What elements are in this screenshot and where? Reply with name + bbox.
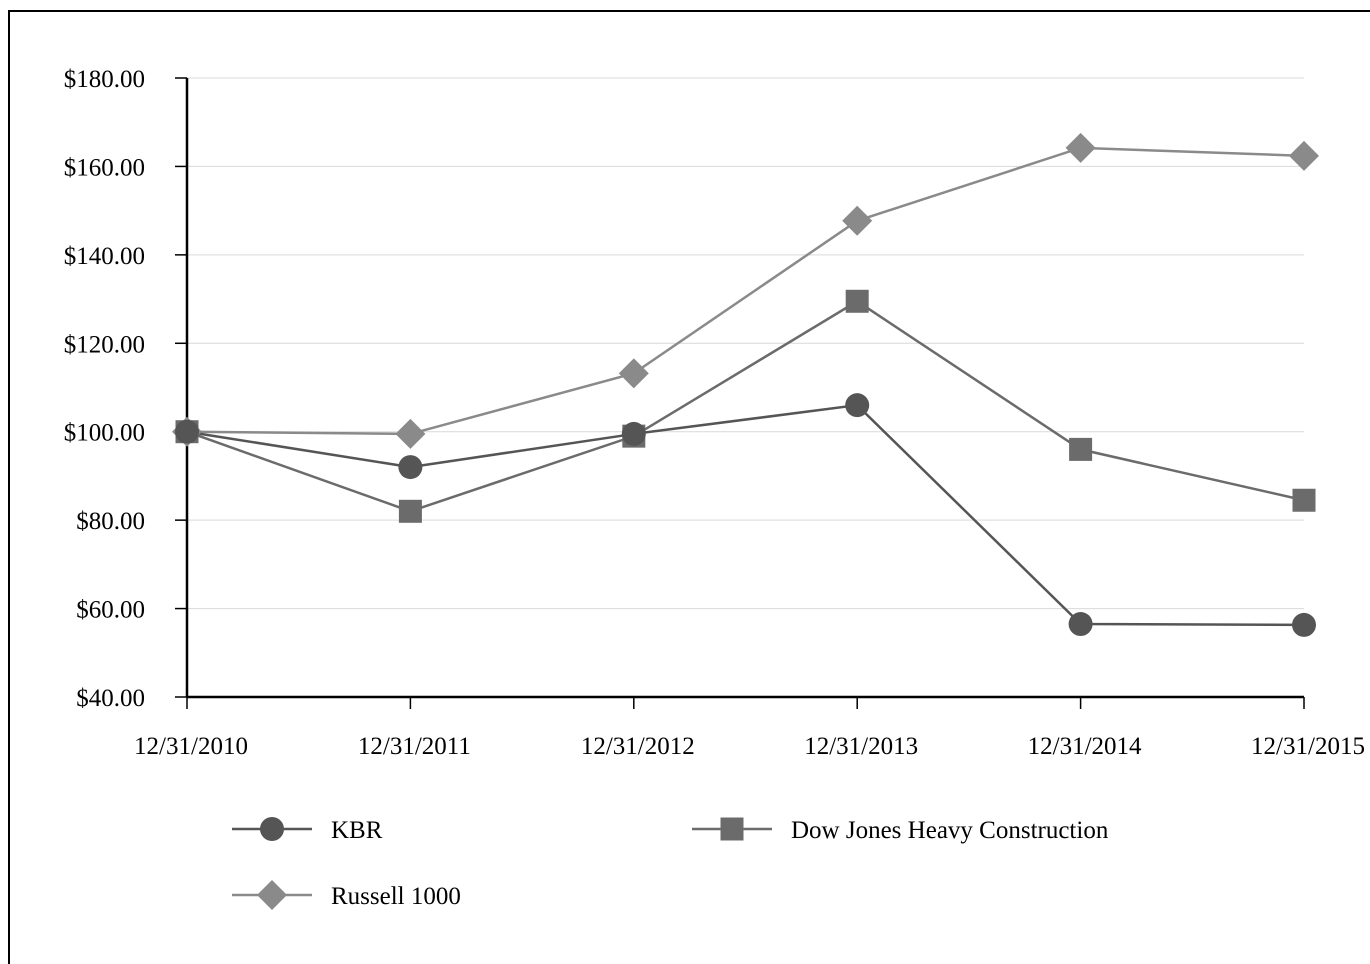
square-marker bbox=[1292, 488, 1316, 512]
legend-item: Dow Jones Heavy Construction bbox=[692, 817, 1109, 844]
circle-marker bbox=[398, 455, 423, 480]
series-lines bbox=[186, 146, 1305, 627]
x-tick-label: 12/31/2014 bbox=[1028, 733, 1142, 760]
series-line-2 bbox=[186, 146, 1305, 436]
y-tick-label: $100.00 bbox=[64, 420, 145, 447]
square-marker bbox=[398, 499, 422, 523]
x-tick-label: 12/31/2013 bbox=[804, 733, 918, 760]
diamond-marker bbox=[395, 418, 426, 449]
square-marker bbox=[1069, 437, 1093, 461]
axes bbox=[175, 77, 1305, 709]
y-tick-label: $60.00 bbox=[76, 597, 145, 624]
y-tick-label: $120.00 bbox=[64, 331, 145, 358]
y-tick-label: $160.00 bbox=[64, 154, 145, 181]
legend-label: Dow Jones Heavy Construction bbox=[791, 817, 1109, 844]
circle-marker bbox=[1292, 612, 1316, 637]
legend-label: Russell 1000 bbox=[331, 883, 461, 910]
legend-circle-icon bbox=[260, 817, 284, 841]
x-tick-label: 12/31/2011 bbox=[358, 733, 471, 760]
legend-item: Russell 1000 bbox=[232, 880, 461, 910]
x-tick-label: 12/31/2015 bbox=[1251, 733, 1365, 760]
circle-marker bbox=[621, 421, 646, 446]
diamond-marker bbox=[1289, 140, 1319, 171]
series-markers bbox=[172, 132, 1319, 637]
diamond-marker bbox=[842, 205, 873, 236]
y-tick-label: $180.00 bbox=[64, 66, 145, 93]
legend-square-icon bbox=[720, 817, 744, 841]
square-marker bbox=[845, 289, 869, 313]
x-tick-label: 12/31/2010 bbox=[134, 733, 248, 760]
diamond-marker bbox=[1065, 132, 1096, 163]
chart-frame bbox=[8, 10, 1370, 964]
legend-diamond-icon bbox=[257, 880, 287, 910]
series-line-1 bbox=[186, 299, 1305, 513]
circle-marker bbox=[845, 393, 870, 418]
legend-item: KBR bbox=[232, 817, 383, 844]
x-tick-labels: 12/31/2010 12/31/2011 12/31/2012 12/31/2013… bbox=[134, 733, 1365, 760]
y-tick-label: $140.00 bbox=[64, 243, 145, 270]
series-line-0 bbox=[186, 403, 1305, 627]
y-tick-labels: $40.00 $60.00 $80.00 $100.00 $120.00 $140.00 $… bbox=[64, 66, 145, 712]
x-tick-label: 12/31/2012 bbox=[581, 733, 695, 760]
circle-marker bbox=[175, 419, 199, 444]
legend: KBR Dow Jones Heavy Construction Russell 1… bbox=[232, 817, 1109, 910]
grid-lines bbox=[187, 77, 1304, 610]
diamond-marker bbox=[618, 358, 649, 389]
y-tick-label: $40.00 bbox=[76, 685, 145, 712]
legend-label: KBR bbox=[331, 817, 383, 844]
circle-marker bbox=[1068, 612, 1093, 637]
y-tick-label: $80.00 bbox=[76, 508, 145, 535]
